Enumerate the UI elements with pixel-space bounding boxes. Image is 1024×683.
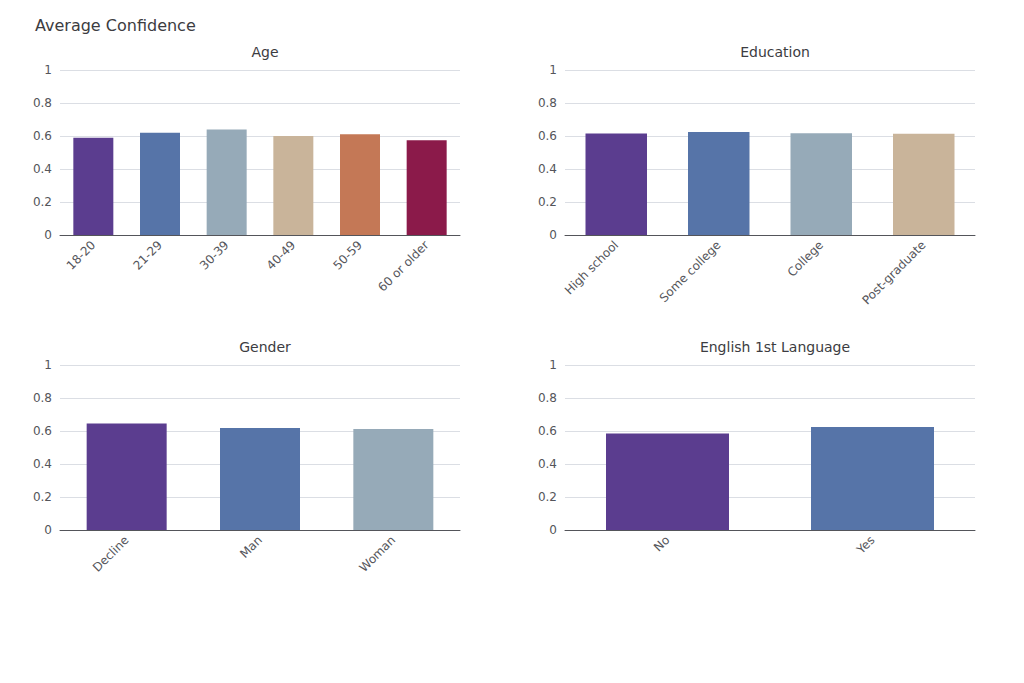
svg-text:No: No: [651, 533, 672, 554]
svg-text:0.4: 0.4: [538, 457, 557, 471]
svg-text:Yes: Yes: [853, 533, 877, 557]
svg-text:0.2: 0.2: [33, 490, 52, 504]
svg-text:0.6: 0.6: [33, 129, 52, 143]
svg-text:1: 1: [549, 358, 557, 372]
svg-text:0.2: 0.2: [538, 490, 557, 504]
svg-text:Gender: Gender: [239, 339, 291, 355]
svg-text:50-59: 50-59: [330, 238, 365, 273]
svg-text:0.4: 0.4: [33, 457, 52, 471]
svg-text:Post-graduate: Post-graduate: [859, 238, 928, 307]
svg-text:College: College: [785, 238, 827, 280]
svg-text:0.8: 0.8: [33, 391, 52, 405]
svg-text:Some college: Some college: [657, 238, 724, 305]
svg-text:0.4: 0.4: [33, 162, 52, 176]
svg-text:Decline: Decline: [90, 533, 132, 575]
svg-text:0: 0: [44, 228, 52, 242]
svg-text:0.6: 0.6: [33, 424, 52, 438]
svg-text:0.8: 0.8: [538, 96, 557, 110]
svg-text:0.6: 0.6: [538, 129, 557, 143]
svg-text:0.2: 0.2: [33, 195, 52, 209]
svg-text:1: 1: [549, 63, 557, 77]
svg-text:0: 0: [44, 523, 52, 537]
svg-text:0.8: 0.8: [538, 391, 557, 405]
svg-text:High school: High school: [562, 238, 621, 297]
svg-text:Education: Education: [740, 44, 810, 60]
svg-text:0: 0: [549, 523, 557, 537]
svg-text:1: 1: [44, 63, 52, 77]
svg-text:1: 1: [44, 358, 52, 372]
svg-text:60 or older: 60 or older: [375, 238, 431, 294]
svg-text:English 1st Language: English 1st Language: [700, 339, 850, 355]
svg-text:0.4: 0.4: [538, 162, 557, 176]
svg-text:30-39: 30-39: [197, 238, 232, 273]
svg-text:Man: Man: [237, 533, 265, 561]
svg-text:Age: Age: [251, 44, 278, 60]
svg-text:18-20: 18-20: [64, 238, 99, 273]
svg-text:0.2: 0.2: [538, 195, 557, 209]
svg-text:0.6: 0.6: [538, 424, 557, 438]
svg-text:21-29: 21-29: [130, 238, 165, 273]
svg-text:0: 0: [549, 228, 557, 242]
svg-text:0.8: 0.8: [33, 96, 52, 110]
svg-text:40-49: 40-49: [264, 238, 299, 273]
svg-text:Woman: Woman: [356, 533, 398, 575]
svg-text:Average Confidence: Average Confidence: [35, 16, 196, 35]
